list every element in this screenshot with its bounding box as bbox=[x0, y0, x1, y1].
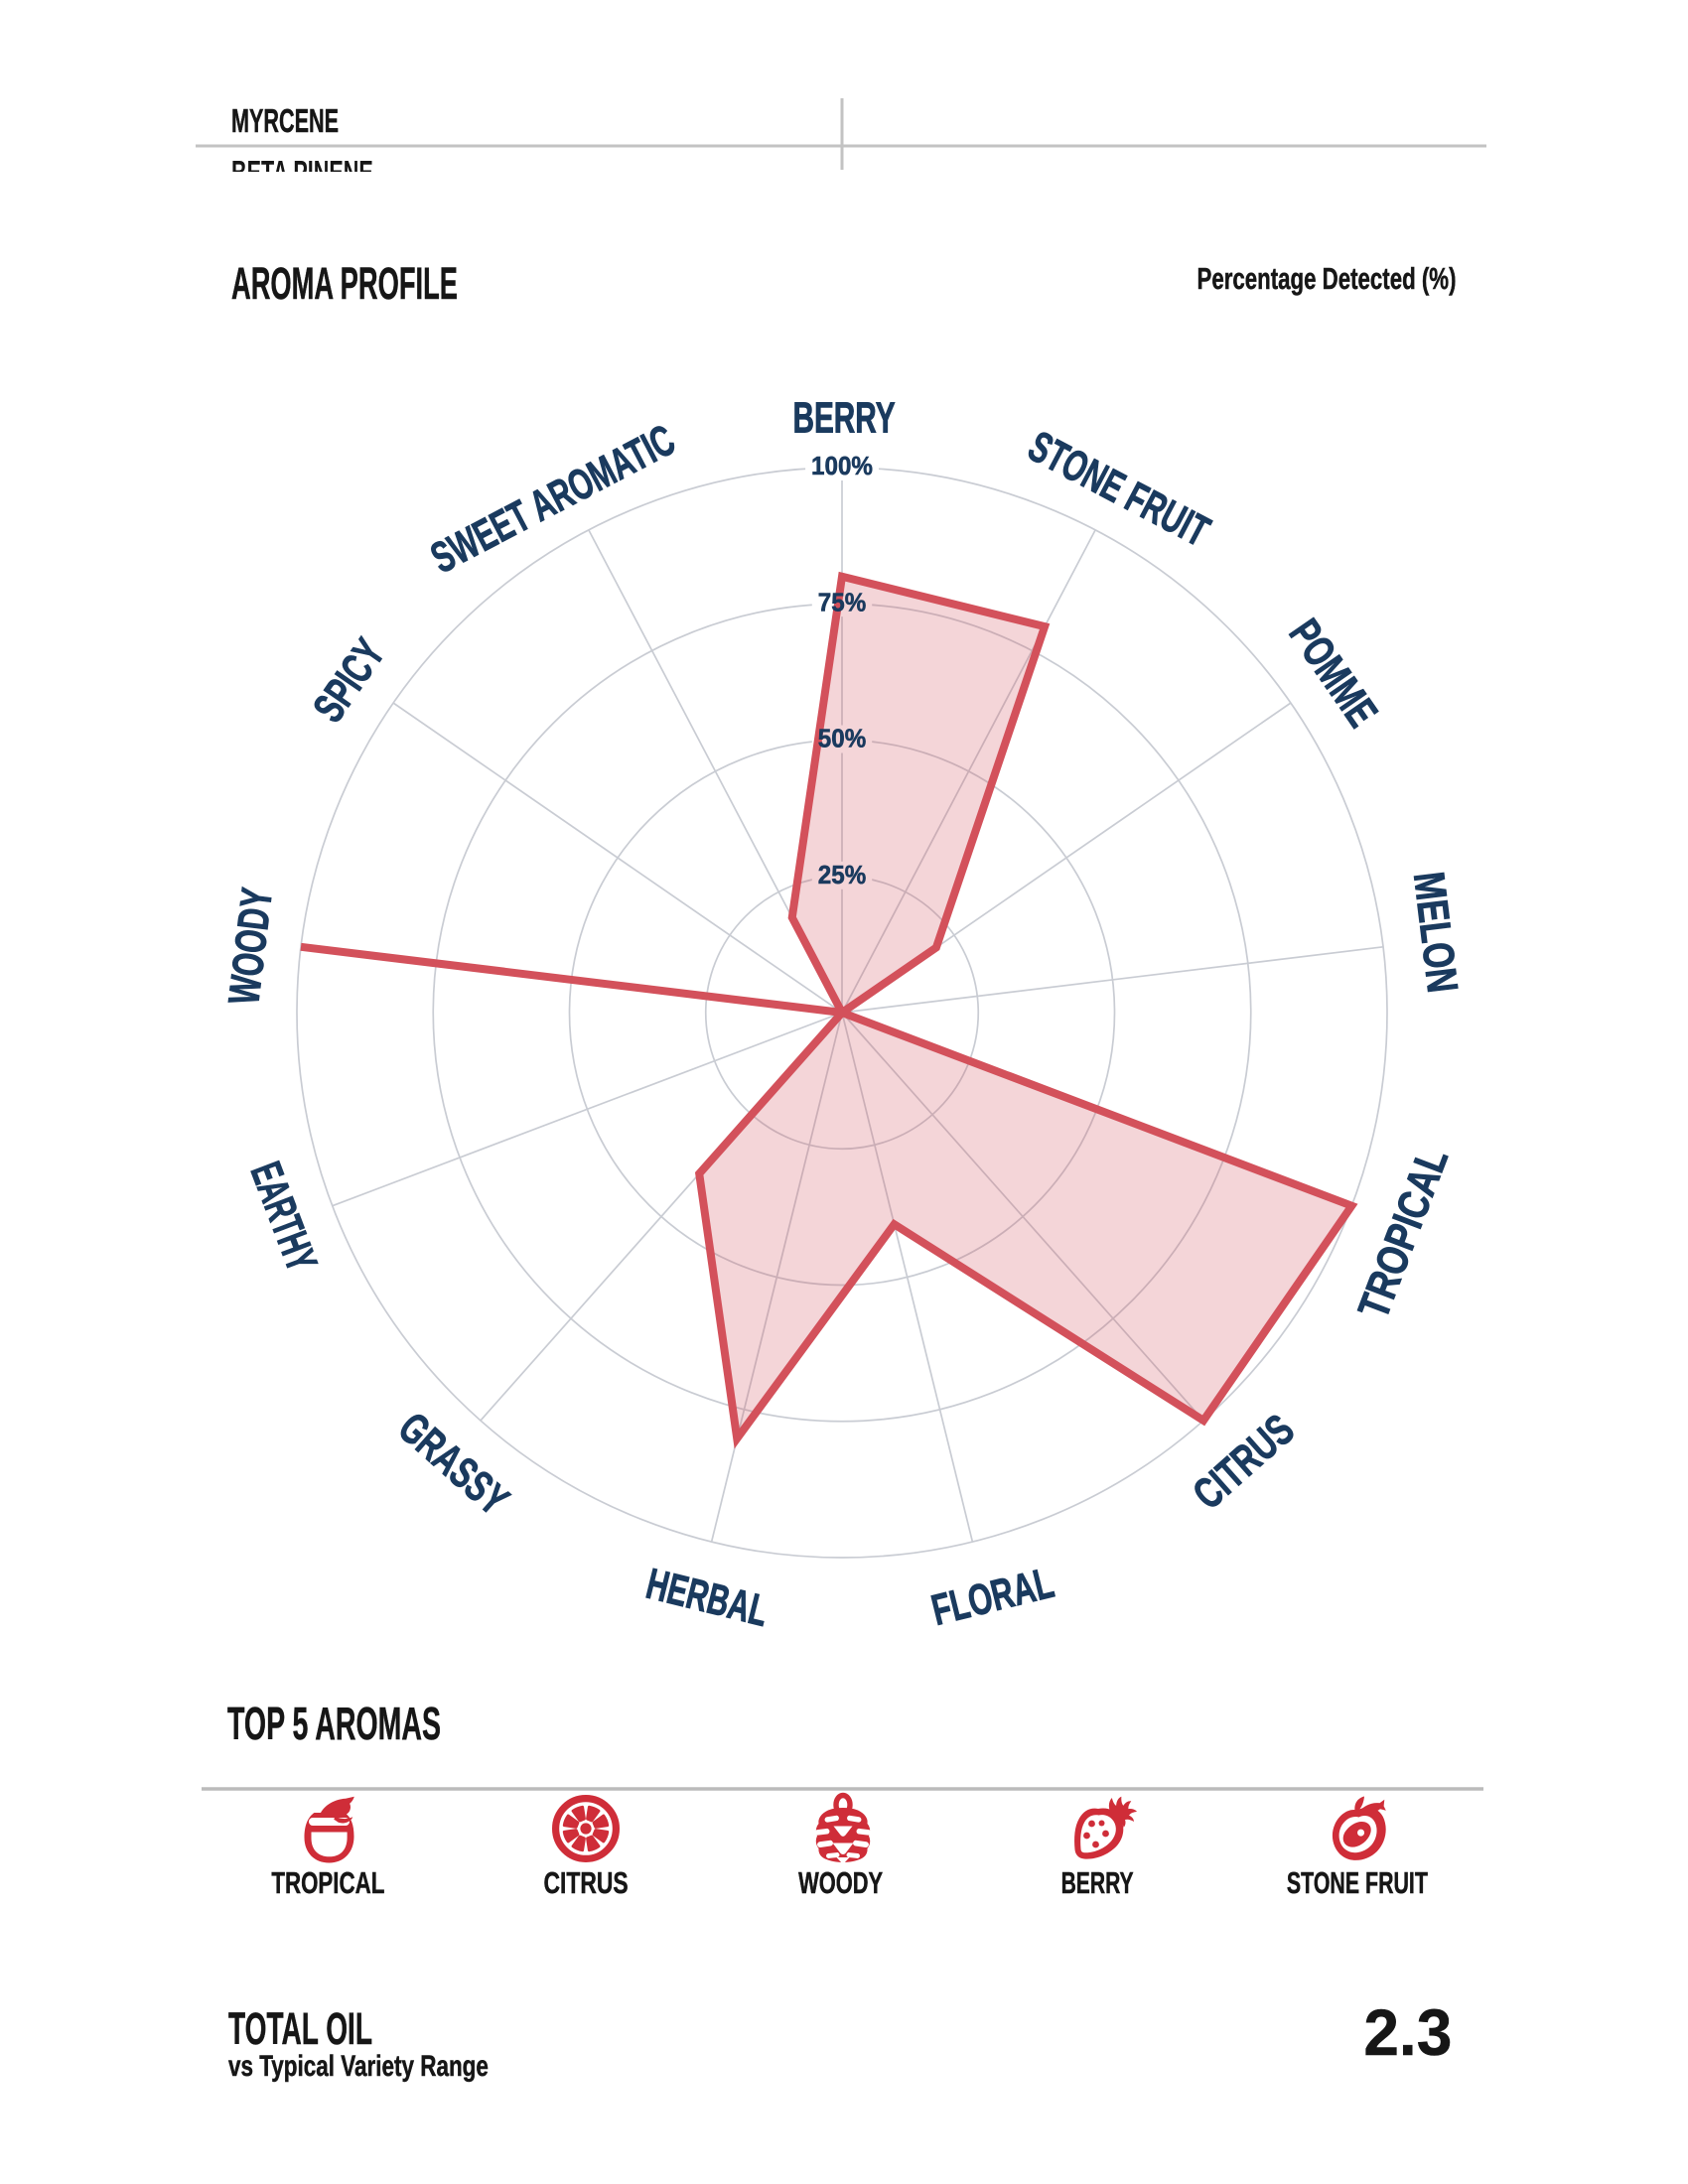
svg-text:SWEET AROMATIC: SWEET AROMATIC bbox=[423, 415, 682, 583]
svg-text:50%: 50% bbox=[818, 724, 866, 753]
svg-text:25%: 25% bbox=[818, 860, 866, 889]
svg-text:MELON: MELON bbox=[1404, 870, 1467, 996]
svg-text:100%: 100% bbox=[811, 451, 873, 480]
svg-text:BERRY: BERRY bbox=[792, 393, 895, 442]
svg-text:75%: 75% bbox=[818, 588, 866, 617]
svg-text:FLORAL: FLORAL bbox=[927, 1559, 1058, 1635]
svg-text:POMME: POMME bbox=[1279, 611, 1386, 736]
svg-text:HERBAL: HERBAL bbox=[641, 1559, 773, 1635]
svg-text:WOODY: WOODY bbox=[219, 886, 282, 1008]
svg-text:STONE FRUIT: STONE FRUIT bbox=[1021, 421, 1217, 556]
svg-text:GRASSY: GRASSY bbox=[389, 1404, 517, 1525]
svg-text:SPICY: SPICY bbox=[304, 629, 394, 730]
svg-text:EARTHY: EARTHY bbox=[241, 1156, 327, 1278]
svg-text:TROPICAL: TROPICAL bbox=[1349, 1142, 1458, 1325]
